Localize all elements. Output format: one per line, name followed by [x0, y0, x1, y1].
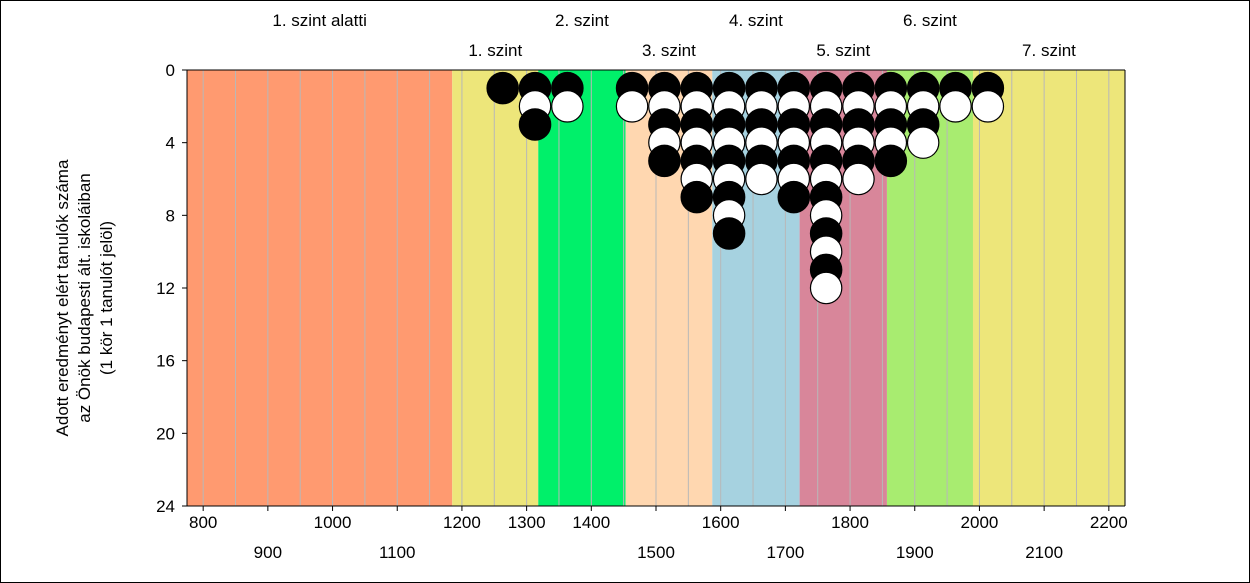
student-dot	[971, 90, 1005, 123]
level-label: 3. szint	[642, 41, 696, 60]
student-dot	[615, 90, 649, 123]
level-label: 5. szint	[816, 41, 870, 60]
y-axis-title-line: (1 kör 1 tanulót jelöl)	[97, 221, 116, 375]
y-tick-label: 16	[156, 352, 175, 371]
y-tick-label: 0	[166, 61, 175, 80]
student-dot	[551, 90, 584, 123]
student-dot	[874, 144, 908, 178]
level-labels: 1. szint alatti 1. szint 2. szint 3. szint 4…	[272, 11, 1076, 60]
x-tick-label: 1000	[314, 513, 352, 532]
student-dot	[486, 71, 519, 105]
x-tick-label: 1300	[508, 513, 546, 532]
x-tick-label: 900	[254, 543, 282, 562]
x-tick-label: 1400	[572, 513, 610, 532]
level-band	[452, 70, 539, 506]
y-axis-title-line: Adott eredményt elért tanulók száma	[53, 159, 72, 436]
x-tick-label: 1600	[702, 513, 740, 532]
y-tick-label: 20	[156, 424, 175, 443]
student-dot	[712, 217, 746, 250]
x-tick-label: 1100	[379, 543, 416, 562]
y-tick-label: 8	[166, 206, 175, 225]
level-label: 1. szint alatti	[272, 11, 367, 30]
level-band	[187, 70, 453, 506]
y-tick-label: 4	[166, 134, 175, 153]
level-band	[538, 70, 626, 506]
level-label: 6. szint	[903, 11, 957, 30]
x-tick-label: 1500	[637, 543, 675, 562]
level-label: 4. szint	[729, 11, 783, 30]
level-label: 7. szint	[1022, 41, 1076, 60]
student-dot	[906, 126, 940, 159]
student-dot	[518, 108, 552, 141]
y-tick-label: 12	[156, 279, 175, 298]
x-tick-label: 2200	[1090, 513, 1128, 532]
x-tick-label: 2000	[961, 513, 999, 532]
x-tick-label: 2100	[1025, 543, 1063, 562]
student-dot	[809, 271, 843, 305]
student-dot	[745, 162, 778, 196]
axes: 0 4 8 12 16 20 24 800 1000 1200 1300 1400 1600 1800 20…	[156, 61, 1128, 562]
student-dots	[486, 71, 1005, 305]
x-tick-label: 1900	[896, 543, 934, 562]
student-dot	[777, 180, 811, 214]
student-dot	[648, 144, 681, 178]
x-tick-label: 1800	[831, 513, 869, 532]
level-label: 2. szint	[555, 11, 609, 30]
x-tick-label: 800	[189, 513, 217, 532]
level-label: 1. szint	[468, 41, 522, 60]
y-tick-label: 24	[156, 497, 175, 516]
student-dot	[939, 90, 972, 123]
level-band	[972, 70, 1125, 506]
student-dot	[842, 162, 875, 196]
y-axis-title: Adott eredményt elért tanulók száma az Ön…	[53, 159, 116, 436]
x-tick-label: 1200	[443, 513, 481, 532]
y-axis-title-line: az Önök budapesti ált. iskoláiban	[75, 173, 94, 423]
x-tick-label: 1700	[766, 543, 804, 562]
student-dot	[680, 180, 714, 214]
